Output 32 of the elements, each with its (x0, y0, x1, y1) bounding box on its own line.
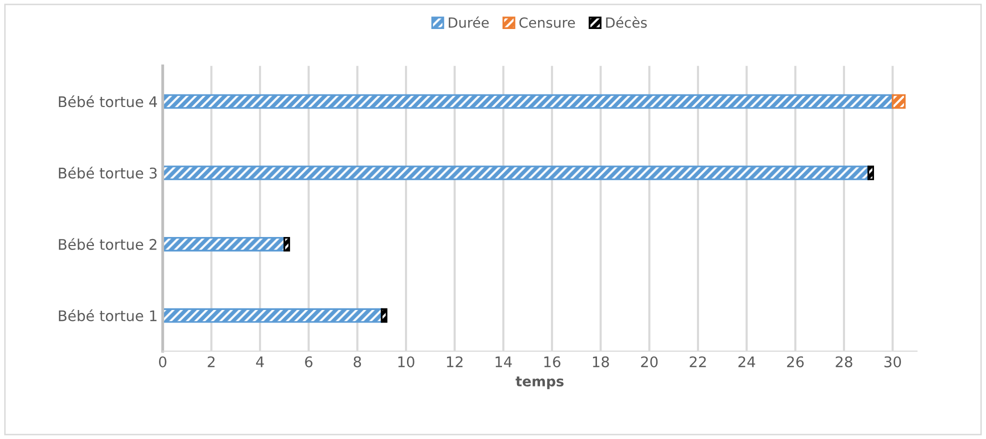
bar (867, 166, 874, 180)
x-tick-label: 30 (884, 356, 901, 368)
x-tick-label: 10 (398, 356, 414, 368)
x-tick-label: 24 (738, 356, 756, 368)
bar (162, 166, 870, 180)
bar (892, 94, 906, 109)
x-tick-label: 8 (354, 356, 361, 368)
x-tick-label: 14 (496, 356, 512, 368)
x-tick-label: 16 (544, 356, 560, 368)
bar (162, 308, 383, 323)
legend-label: Censure (519, 17, 575, 28)
y-tick-label: Bébé tortue 4 (58, 95, 158, 108)
x-tick-label: 6 (305, 356, 312, 368)
x-tick-label: 12 (446, 356, 462, 368)
legend-label: Durée (448, 16, 489, 28)
bar (284, 236, 290, 252)
x-tick-label: 4 (256, 356, 264, 368)
x-axis-title: temps (516, 376, 564, 390)
x-tick-label: 26 (787, 356, 804, 368)
y-tick-label: Bébé tortue 2 (58, 238, 156, 250)
y-tick-label: Bébé tortue 3 (58, 166, 157, 179)
x-tick-label: 20 (641, 356, 658, 368)
y-tick-label: Bébé tortue 1 (58, 309, 156, 322)
x-tick-label: 28 (836, 356, 852, 368)
legend-label: Décès (606, 16, 647, 28)
x-tick-label: 2 (208, 356, 215, 368)
bar (380, 308, 388, 323)
x-tick-label: 0 (159, 356, 166, 368)
bar (162, 94, 894, 109)
x-tick-label: 18 (592, 356, 609, 368)
x-tick-label: 22 (690, 356, 706, 368)
bar (162, 236, 286, 252)
